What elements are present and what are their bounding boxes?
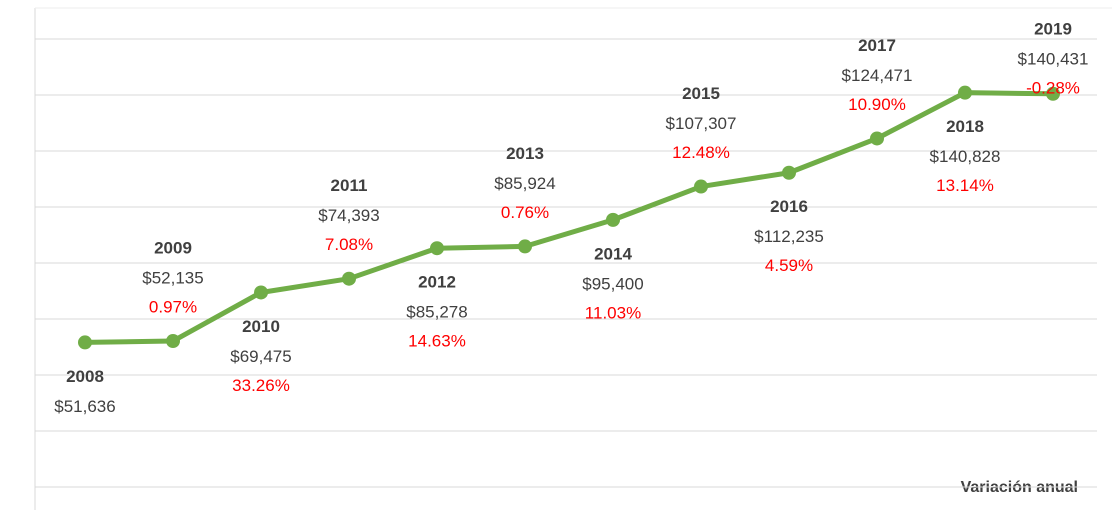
year-label: 2014 <box>594 244 632 263</box>
value-label: $69,475 <box>230 347 291 366</box>
value-label: $140,828 <box>930 147 1001 166</box>
value-label: $124,471 <box>842 66 913 85</box>
variation-label: 13.14% <box>936 176 994 195</box>
value-label: $85,924 <box>494 174 555 193</box>
point <box>694 179 708 194</box>
variation-label: 4.59% <box>765 256 813 275</box>
point <box>254 285 268 300</box>
year-label: 2012 <box>418 273 456 292</box>
point <box>958 85 972 100</box>
variation-label: 11.03% <box>585 303 641 322</box>
value-label: $85,278 <box>406 303 467 322</box>
variation-label: 7.08% <box>325 235 373 254</box>
value-label: $112,235 <box>754 227 824 246</box>
year-label: 2017 <box>858 36 896 55</box>
variation-label: 0.76% <box>501 203 549 222</box>
value-label: $74,393 <box>318 206 379 225</box>
year-label: 2018 <box>946 117 984 136</box>
point <box>78 335 92 350</box>
point <box>430 241 444 256</box>
series-line <box>84 90 1054 345</box>
variation-label: 10.90% <box>848 95 906 114</box>
value-label: $51,636 <box>54 397 115 416</box>
variation-label: 33.26% <box>232 376 290 395</box>
year-label: 2010 <box>242 317 280 336</box>
year-label: 2008 <box>66 367 104 386</box>
variation-label: 0.97% <box>149 298 197 317</box>
value-label: $95,400 <box>582 274 643 293</box>
year-label: 2011 <box>331 176 368 195</box>
year-label: 2016 <box>770 197 808 216</box>
variation-label: -0.28% <box>1026 78 1080 97</box>
variation-legend: Variación anual <box>961 479 1078 496</box>
point <box>342 271 356 286</box>
point <box>1046 86 1060 101</box>
point <box>782 165 796 180</box>
variation-label: 12.48% <box>672 143 730 162</box>
value-label: $140,431 <box>1018 49 1089 68</box>
year-label: 2009 <box>154 239 192 258</box>
value-label: $107,307 <box>666 114 737 133</box>
point <box>166 334 180 349</box>
year-label: 2015 <box>682 84 720 103</box>
year-label: 2019 <box>1034 19 1072 38</box>
year-label: 2013 <box>506 144 544 163</box>
value-label: $52,135 <box>142 269 203 288</box>
point <box>870 131 884 146</box>
point <box>606 212 620 227</box>
point <box>518 239 532 254</box>
variation-label: 14.63% <box>408 332 466 351</box>
